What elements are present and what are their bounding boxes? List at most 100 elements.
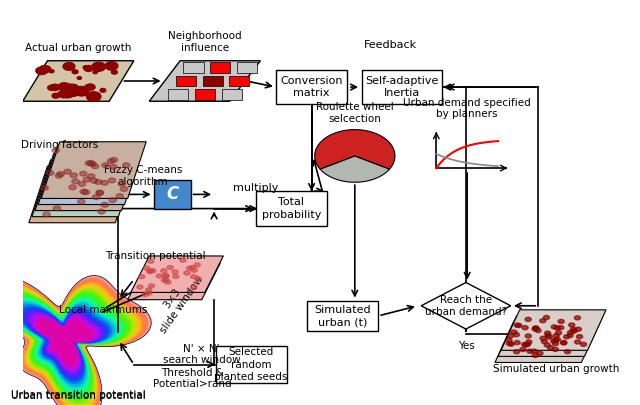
Circle shape [545, 333, 551, 337]
Circle shape [163, 278, 169, 282]
Polygon shape [27, 311, 104, 376]
Polygon shape [0, 281, 142, 405]
Text: Local maximums: Local maximums [59, 305, 147, 315]
Text: Reach the
urban demand?: Reach the urban demand? [425, 294, 507, 317]
Circle shape [49, 70, 54, 72]
Polygon shape [30, 313, 100, 373]
Circle shape [90, 178, 97, 183]
Circle shape [551, 339, 557, 343]
Text: Yes: Yes [458, 341, 474, 351]
Circle shape [101, 180, 108, 185]
Circle shape [567, 333, 573, 337]
Circle shape [55, 173, 63, 178]
Polygon shape [2, 293, 127, 399]
Polygon shape [131, 256, 223, 292]
Circle shape [546, 335, 552, 339]
Text: Conversion
matrix: Conversion matrix [280, 76, 343, 98]
Circle shape [580, 342, 587, 346]
Polygon shape [12, 300, 118, 390]
Polygon shape [29, 166, 134, 223]
Circle shape [82, 190, 90, 195]
Circle shape [568, 330, 573, 335]
Circle shape [148, 284, 155, 288]
Circle shape [561, 341, 566, 345]
Circle shape [552, 347, 559, 352]
Circle shape [161, 269, 167, 273]
Circle shape [109, 164, 117, 169]
Circle shape [569, 323, 575, 327]
Circle shape [61, 89, 74, 98]
Bar [184, 62, 204, 72]
Circle shape [506, 341, 513, 345]
Circle shape [535, 328, 541, 333]
Circle shape [547, 346, 554, 350]
Circle shape [506, 338, 512, 342]
Circle shape [83, 90, 88, 94]
Circle shape [150, 269, 156, 273]
Circle shape [86, 84, 95, 90]
Circle shape [63, 85, 72, 91]
Polygon shape [23, 61, 134, 101]
Circle shape [40, 66, 51, 72]
Circle shape [544, 343, 550, 347]
Circle shape [575, 327, 582, 331]
Bar [176, 76, 196, 86]
Polygon shape [315, 130, 395, 169]
Polygon shape [36, 318, 95, 367]
Circle shape [79, 171, 87, 176]
Polygon shape [33, 316, 97, 370]
Polygon shape [35, 154, 140, 211]
Circle shape [105, 62, 118, 70]
Circle shape [163, 274, 169, 278]
Circle shape [532, 327, 538, 331]
Circle shape [40, 66, 47, 70]
Circle shape [63, 84, 77, 93]
Circle shape [564, 335, 570, 339]
Circle shape [116, 194, 124, 198]
Polygon shape [0, 288, 133, 404]
Circle shape [41, 185, 49, 190]
Circle shape [557, 326, 564, 330]
FancyBboxPatch shape [256, 192, 327, 226]
Circle shape [86, 92, 101, 101]
Polygon shape [8, 298, 122, 393]
Text: Roulette wheel
selcection: Roulette wheel selcection [316, 102, 394, 124]
Circle shape [109, 198, 116, 202]
Circle shape [531, 349, 537, 353]
Text: Fuzzy C-means
algorithm: Fuzzy C-means algorithm [104, 165, 182, 187]
Polygon shape [127, 263, 220, 300]
Bar [229, 76, 250, 86]
Circle shape [570, 327, 577, 331]
Circle shape [87, 160, 95, 165]
Circle shape [70, 173, 77, 178]
Text: 3×3
slide window: 3×3 slide window [149, 268, 205, 335]
Circle shape [111, 70, 117, 74]
Polygon shape [0, 275, 151, 405]
Bar [168, 90, 188, 100]
Circle shape [552, 341, 559, 345]
Circle shape [508, 342, 514, 346]
Circle shape [64, 169, 71, 174]
Circle shape [108, 159, 115, 164]
Circle shape [145, 288, 152, 292]
Circle shape [88, 174, 95, 179]
Circle shape [161, 278, 168, 282]
Bar [221, 90, 242, 100]
Circle shape [110, 158, 118, 162]
Circle shape [574, 316, 580, 320]
Circle shape [92, 164, 99, 169]
Circle shape [513, 333, 520, 337]
Circle shape [57, 172, 64, 177]
Circle shape [98, 209, 105, 214]
Circle shape [58, 83, 70, 91]
Circle shape [194, 263, 200, 267]
Circle shape [525, 334, 531, 338]
Bar [195, 90, 215, 100]
Circle shape [537, 351, 543, 355]
FancyBboxPatch shape [216, 346, 287, 383]
Circle shape [52, 148, 60, 153]
Circle shape [541, 339, 548, 343]
Polygon shape [38, 148, 143, 205]
Circle shape [561, 341, 567, 345]
Circle shape [513, 350, 520, 354]
